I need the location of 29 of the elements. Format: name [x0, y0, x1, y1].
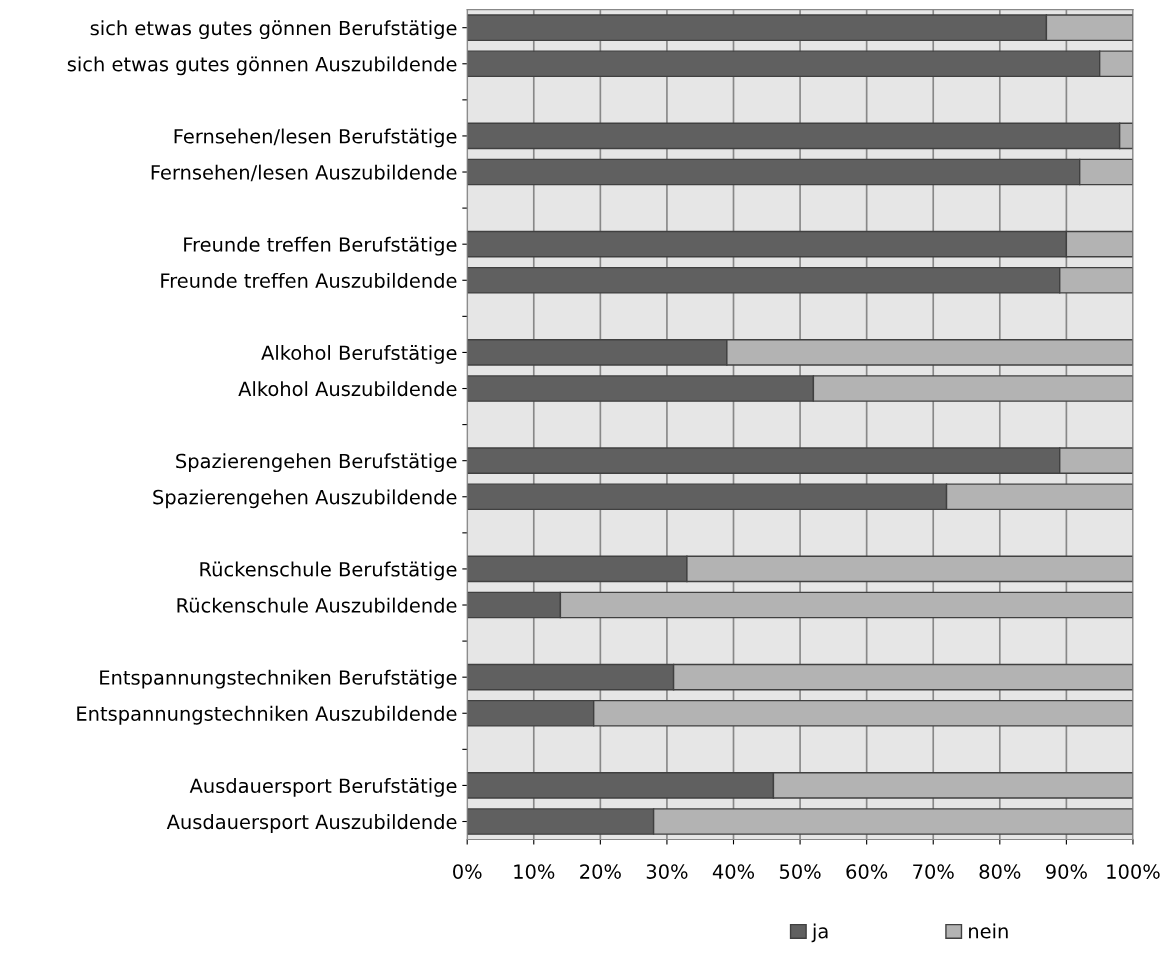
y-tick-label: Alkohol Auszubildende — [238, 381, 457, 397]
x-tick-label: 70% — [913, 864, 954, 879]
y-tick-label: Freunde treffen Auszubildende — [161, 272, 457, 288]
x-tick-label: 40% — [712, 864, 755, 879]
y-tick-label: Spazierengehen Berufstätige — [176, 453, 457, 473]
y-tick-label: Fernsehen/lesen Auszubildende — [151, 164, 457, 182]
y-tick-label: Entspannungstechniken Berufstätige — [100, 669, 457, 689]
x-tick-label: 90% — [1046, 864, 1087, 879]
y-tick-label: Fernsehen/lesen Berufstätige — [174, 128, 457, 148]
x-tick-label: 0% — [453, 864, 482, 879]
y-tick-label: sich etwas gutes gönnen Berufstätige — [90, 20, 457, 40]
x-tick-label: 60% — [846, 864, 888, 879]
y-tick-label: Ausdauersport Auszubildende — [166, 814, 457, 833]
x-tick-label: 30% — [646, 864, 688, 879]
y-tick-label: Rückenschule Berufstätige — [200, 561, 457, 581]
y-tick-label: Entspannungstechniken Auszubildende — [77, 705, 457, 725]
y-tick-label: sich etwas gutes gönnen Auszubildende — [67, 56, 457, 76]
y-tick-label: Spazierengehen Auszubildende — [153, 489, 457, 509]
x-tick-label: 20% — [580, 864, 621, 879]
x-tick-label: 100% — [1107, 864, 1160, 879]
x-tick-label: 10% — [514, 864, 555, 879]
legend-label: ja — [811, 923, 828, 943]
y-tick-label: Alkohol Berufstätige — [261, 345, 457, 364]
legend-label: nein — [969, 923, 1008, 939]
y-tick-label: Rückenschule Auszubildende — [177, 597, 457, 613]
y-tick-label: Ausdauersport Berufstätige — [189, 778, 457, 797]
x-tick-label: 50% — [779, 864, 821, 879]
y-tick-label: Freunde treffen Berufstätige — [184, 236, 457, 256]
x-tick-label: 80% — [979, 864, 1021, 879]
